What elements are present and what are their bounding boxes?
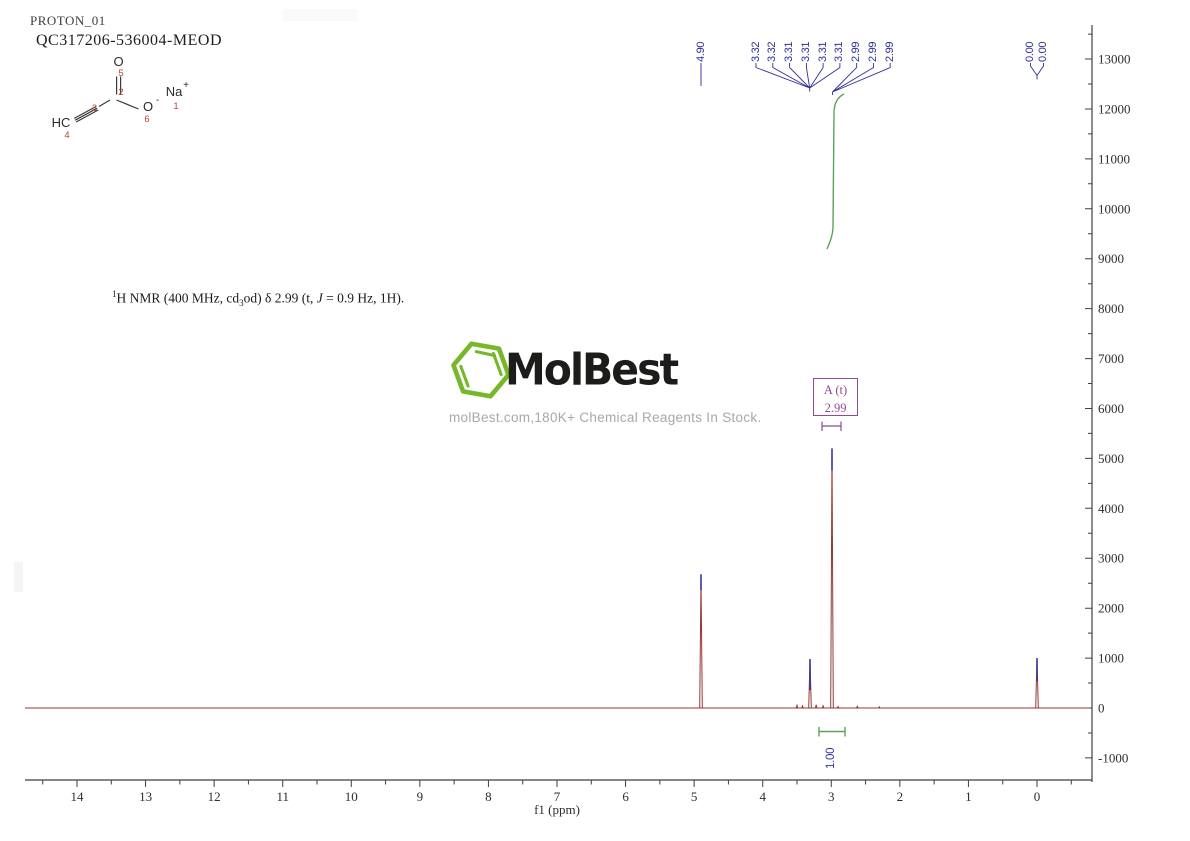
peak-pick-label: 4.90 [694, 41, 707, 62]
y-axis-tick-label: 5000 [1098, 451, 1124, 466]
y-axis-tick-label: 12000 [1098, 102, 1131, 117]
x-axis-tick-label: 0 [1034, 789, 1041, 804]
multiplet-name: A (t) [823, 383, 848, 397]
y-axis-tick-label: 7000 [1098, 351, 1124, 366]
citation-superscript: 1 [112, 289, 117, 299]
logo-brand-text: MolBest [505, 344, 679, 395]
negative-charge: - [156, 95, 159, 106]
y-axis-tick-label: 2000 [1098, 601, 1124, 616]
x-axis-tick-label: 10 [345, 789, 358, 804]
y-axis-tick-label: 4000 [1098, 501, 1124, 516]
x-axis-tick-label: 2 [897, 789, 904, 804]
multiplet-shift: 2.99 [824, 401, 847, 415]
peak-pick-label: 3.31 [833, 41, 846, 62]
x-axis-title: f1 (ppm) [534, 802, 580, 817]
peak-pick-label: 3.32 [749, 41, 762, 62]
x-axis-tick-label: 3 [828, 789, 835, 804]
atom-number-2: 2 [118, 87, 123, 98]
y-axis-tick-label: -1000 [1098, 750, 1128, 765]
atom-number-6: 6 [144, 114, 149, 125]
y-axis-tick-label: 13000 [1098, 52, 1131, 67]
sodium-atom: Na [166, 84, 183, 99]
peak-pick-label: 2.99 [867, 41, 879, 62]
x-axis-tick-label: 6 [622, 789, 629, 804]
peak-pick-label: 0.00 [1037, 41, 1049, 62]
y-axis-tick-label: 0 [1098, 701, 1105, 716]
x-axis-tick-label: 7 [554, 789, 561, 804]
peak-pick-label: 2.99 [883, 41, 896, 62]
x-axis-tick-label: 12 [208, 789, 221, 804]
y-axis-tick-label: 8000 [1098, 301, 1124, 316]
y-axis-tick-label: 1000 [1098, 651, 1124, 666]
logo-tagline: molBest.com,180K+ Chemical Reagents In S… [449, 410, 762, 425]
carboxylate-oxygen: O [143, 99, 153, 114]
y-axis-tick-label: 10000 [1098, 201, 1131, 216]
peak-pick-label: 3.31 [799, 41, 812, 62]
y-axis-tick-label: 11000 [1098, 151, 1130, 166]
atom-number-3: 3 [92, 103, 97, 114]
atom-number-5: 5 [118, 68, 123, 79]
faint-watermark [14, 562, 23, 592]
x-axis-tick-label: 14 [71, 789, 85, 804]
positive-charge: + [183, 80, 189, 91]
atom-number-4: 4 [64, 130, 69, 141]
atom-number-1: 1 [173, 101, 178, 112]
x-axis-tick-label: 13 [139, 789, 152, 804]
nmr-citation: 1H NMR (400 MHz, cd3od) δ 2.99 (t, J = 0… [112, 289, 405, 309]
x-axis-tick-label: 11 [276, 789, 289, 804]
logo-hexagon-icon [451, 341, 511, 399]
sample-id: QC317206-536004-MEOD [36, 32, 222, 49]
peak-pick-label: 3.31 [783, 41, 796, 62]
x-axis-tick-label: 1 [965, 789, 972, 804]
x-axis-tick-label: 9 [417, 789, 424, 804]
coupling-constant-j: J [316, 290, 323, 306]
experiment-name: PROTON_01 [30, 13, 106, 28]
terminal-ch-group: HC [52, 115, 71, 130]
integral-value: 1.00 [824, 747, 837, 769]
peak-pick-label: 0.00 [1024, 41, 1036, 62]
y-axis-tick-label: 9000 [1098, 251, 1124, 266]
x-axis-tick-label: 8 [485, 789, 492, 804]
peak-pick-label: 3.32 [766, 41, 779, 62]
multiplet-annotation-box: A (t) 2.99 [813, 378, 858, 416]
citation-subscript: 3 [239, 298, 244, 309]
y-axis-tick-label: 3000 [1098, 551, 1124, 566]
molecule-structure: O O Na HC - + 5 2 6 1 3 4 [52, 54, 189, 141]
y-axis-tick-label: 6000 [1098, 401, 1124, 416]
x-axis-tick-label: 5 [691, 789, 698, 804]
carbonyl-oxygen: O [114, 54, 124, 69]
faint-watermark [283, 9, 358, 21]
peak-pick-label: 3.31 [816, 41, 829, 62]
x-axis-tick-label: 4 [759, 789, 766, 804]
peak-pick-label: 2.99 [850, 41, 863, 62]
